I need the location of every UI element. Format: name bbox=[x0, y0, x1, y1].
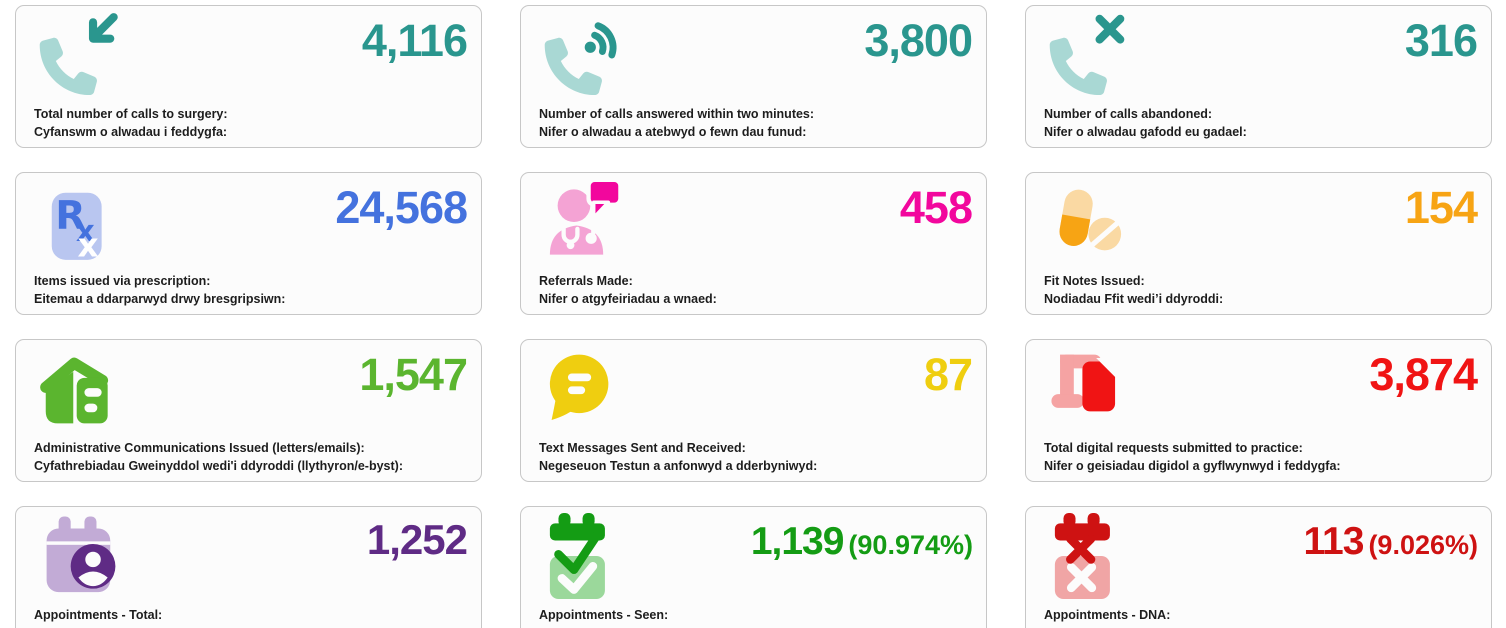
stat-label-cy: Eitemau a ddarparwyd drwy bresgripsiwn: bbox=[34, 291, 286, 306]
stat-label: Items issued via prescription: Eitemau a… bbox=[34, 273, 467, 308]
stat-number: 1,252 bbox=[366, 516, 468, 563]
calendar-xmark-icon bbox=[1048, 513, 1134, 599]
stat-label-cy: Nifer o alwadau a atebwyd o fewn dau fun… bbox=[539, 124, 807, 139]
chat-bubble-icon bbox=[543, 346, 629, 432]
phone-incoming-call-icon bbox=[38, 12, 124, 98]
stat-label: Appointments - DNA: bbox=[1044, 607, 1477, 625]
stat-label-en: Items issued via prescription: bbox=[34, 274, 211, 288]
stat-label: Referrals Made: Nifer o atgyfeiriadau a … bbox=[539, 273, 972, 308]
stat-number: 3,874 bbox=[1369, 349, 1478, 400]
stat-number: 1,139 bbox=[750, 520, 845, 563]
calendar-check-icon bbox=[543, 513, 629, 599]
stat-number: 316 bbox=[1404, 15, 1478, 66]
stat-label: Number of calls answered within two minu… bbox=[539, 106, 972, 141]
stat-label: Appointments - Seen: bbox=[539, 607, 972, 625]
stat-label-en: Referrals Made: bbox=[539, 274, 633, 288]
stat-label-en: Administrative Communications Issued (le… bbox=[34, 441, 365, 455]
doctor-referral-icon bbox=[543, 179, 629, 265]
stat-value: 1,139 (90.974%) bbox=[750, 520, 973, 564]
calendar-user-icon bbox=[38, 513, 124, 599]
stat-value: 3,800 bbox=[864, 16, 977, 66]
stat-number: 4,116 bbox=[361, 15, 468, 66]
stat-label-en: Number of calls abandoned: bbox=[1044, 107, 1213, 121]
phone-abandoned-icon bbox=[1048, 12, 1134, 98]
stat-number: 113 bbox=[1303, 520, 1365, 563]
stat-value: 1,547 bbox=[359, 350, 472, 400]
stat-label-en: Appointments - DNA: bbox=[1044, 608, 1171, 622]
card-appointments-total: 1,252 Appointments - Total: bbox=[15, 506, 482, 628]
card-prescription-items: R x x 24,568 Items issued via prescripti… bbox=[15, 172, 482, 315]
prescription-rx-icon: R x x bbox=[38, 179, 124, 265]
card-calls-answered: 3,800 Number of calls answered within tw… bbox=[520, 5, 987, 148]
stat-number: 3,800 bbox=[864, 15, 973, 66]
stat-value: 316 bbox=[1405, 16, 1482, 66]
pills-icon bbox=[1048, 179, 1134, 265]
card-text-messages: 87 Text Messages Sent and Received: Nege… bbox=[520, 339, 987, 482]
stat-label: Total number of calls to surgery: Cyfans… bbox=[34, 106, 467, 141]
stat-label: Number of calls abandoned: Nifer o alwad… bbox=[1044, 106, 1477, 141]
stat-value: 113 (9.026%) bbox=[1303, 520, 1478, 564]
svg-text:R: R bbox=[55, 193, 85, 239]
stat-label-en: Appointments - Seen: bbox=[539, 608, 669, 622]
card-fit-notes: 154 Fit Notes Issued: Nodiadau Ffit wedi… bbox=[1025, 172, 1492, 315]
card-appointments-dna: 113 (9.026%) Appointments - DNA: bbox=[1025, 506, 1492, 628]
phone-answered-icon bbox=[543, 12, 629, 98]
house-mail-icon bbox=[38, 346, 124, 432]
svg-text:x: x bbox=[78, 226, 99, 264]
card-digital-requests: 3,874 Total digital requests submitted t… bbox=[1025, 339, 1492, 482]
digital-document-icon bbox=[1048, 346, 1134, 432]
stat-value: 4,116 bbox=[362, 16, 472, 66]
stat-value: 24,568 bbox=[335, 183, 472, 233]
stat-label-cy: Nifer o atgyfeiriadau a wnaed: bbox=[539, 291, 717, 306]
stat-label-cy: Cyfanswm o alwadau i feddygfa: bbox=[34, 124, 228, 139]
card-appointments-seen: 1,139 (90.974%) Appointments - Seen: bbox=[520, 506, 987, 628]
stat-label-cy: Nifer o geisiadau digidol a gyflwynwyd i… bbox=[1044, 458, 1341, 473]
card-calls-abandoned: 316 Number of calls abandoned: Nifer o a… bbox=[1025, 5, 1492, 148]
card-calls-total: 4,116 Total number of calls to surgery: … bbox=[15, 5, 482, 148]
stat-value: 458 bbox=[900, 183, 977, 233]
stat-value: 87 bbox=[924, 350, 977, 400]
stat-percent: (90.974%) bbox=[848, 530, 973, 560]
stat-label: Administrative Communications Issued (le… bbox=[34, 440, 467, 475]
stat-label-en: Appointments - Total: bbox=[34, 608, 163, 622]
stat-label-cy: Cyfathrebiadau Gweinyddol wedi'i ddyrodd… bbox=[34, 458, 403, 473]
stat-number: 87 bbox=[923, 349, 973, 400]
stat-label: Total digital requests submitted to prac… bbox=[1044, 440, 1477, 475]
stat-label-en: Text Messages Sent and Received: bbox=[539, 441, 746, 455]
card-admin-communications: 1,547 Administrative Communications Issu… bbox=[15, 339, 482, 482]
stat-label-en: Total digital requests submitted to prac… bbox=[1044, 441, 1303, 455]
stat-label-en: Fit Notes Issued: bbox=[1044, 274, 1145, 288]
stat-label: Fit Notes Issued: Nodiadau Ffit wedi’i d… bbox=[1044, 273, 1477, 308]
stat-label-en: Number of calls answered within two minu… bbox=[539, 107, 815, 121]
stat-label-cy: Nifer o alwadau gafodd eu gadael: bbox=[1044, 124, 1247, 139]
stat-value: 3,874 bbox=[1369, 350, 1482, 400]
stat-label-cy: Negeseuon Testun a anfonwyd a dderbyniwy… bbox=[539, 458, 818, 473]
stat-label-cy: Nodiadau Ffit wedi’i ddyroddi: bbox=[1044, 291, 1224, 306]
stat-number: 458 bbox=[899, 182, 973, 233]
stat-label: Text Messages Sent and Received: Negeseu… bbox=[539, 440, 972, 475]
stat-number: 154 bbox=[1404, 182, 1478, 233]
stat-percent: (9.026%) bbox=[1368, 530, 1478, 560]
stat-label-en: Total number of calls to surgery: bbox=[34, 107, 228, 121]
stat-label: Appointments - Total: bbox=[34, 607, 467, 625]
stat-number: 1,547 bbox=[359, 349, 468, 400]
stat-value: 1,252 bbox=[366, 516, 472, 563]
svg-text:x: x bbox=[76, 214, 95, 248]
stat-value: 154 bbox=[1405, 183, 1482, 233]
card-referrals-made: 458 Referrals Made: Nifer o atgyfeiriada… bbox=[520, 172, 987, 315]
stat-number: 24,568 bbox=[335, 182, 468, 233]
